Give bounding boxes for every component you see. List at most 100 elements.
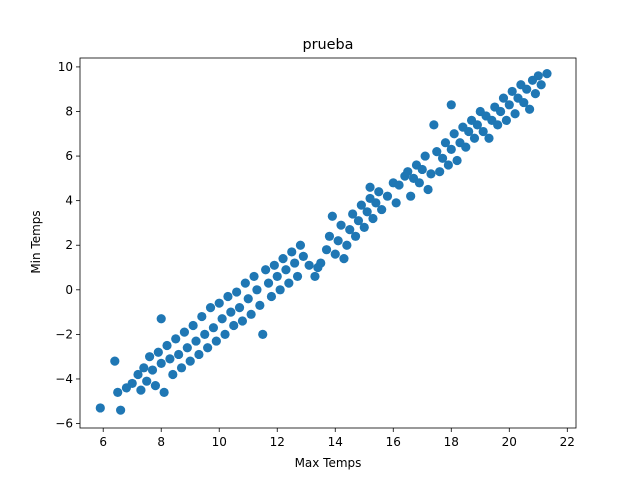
scatter-point: [362, 207, 372, 217]
scatter-point: [403, 167, 413, 177]
scatter-point: [237, 316, 248, 326]
x-tick-label: 16: [386, 435, 401, 449]
scatter-point: [377, 204, 387, 215]
scatter-point: [310, 271, 320, 282]
scatter-point: [153, 347, 163, 357]
scatter-point: [478, 126, 488, 137]
scatter-point: [417, 164, 427, 175]
scatter-point: [391, 198, 401, 208]
scatter-point: [394, 180, 404, 190]
x-tick-label: 22: [560, 435, 575, 449]
scatter-point: [533, 71, 543, 81]
scatter-point: [432, 147, 442, 157]
scatter-point: [464, 126, 474, 137]
scatter-point: [243, 294, 253, 304]
scatter-point: [446, 100, 456, 110]
scatter-point: [278, 254, 288, 264]
scatter-point: [493, 120, 503, 130]
scatter-point: [156, 358, 166, 368]
scatter-point: [188, 320, 198, 331]
scatter-point: [519, 97, 529, 108]
scatter-point: [327, 211, 337, 221]
scatter-point: [437, 153, 448, 163]
scatter-point: [220, 329, 230, 339]
scatter-point: [261, 265, 271, 275]
scatter-point: [469, 133, 480, 143]
scatter-point: [182, 343, 192, 353]
scatter-point: [368, 213, 378, 224]
scatter-point: [449, 129, 459, 139]
plot-frame: [79, 57, 577, 429]
scatter-point: [345, 225, 355, 235]
scatter-point: [203, 343, 213, 353]
scatter-point: [246, 309, 256, 319]
scatter-point: [374, 187, 384, 197]
scatter-point: [426, 169, 436, 179]
scatter-point: [272, 271, 282, 282]
y-axis-label-group: Min Temps: [29, 210, 43, 273]
scatter-point: [321, 245, 332, 255]
scatter-point: [95, 403, 105, 413]
scatter-point: [136, 385, 146, 395]
scatter-point: [156, 314, 166, 324]
scatter-point: [275, 285, 285, 295]
y-tick-label: 8: [65, 104, 73, 118]
scatter-point: [298, 251, 308, 261]
scatter-point: [339, 254, 349, 264]
scatter-point: [127, 378, 137, 389]
scatter-point: [142, 376, 152, 386]
scatter-point: [211, 336, 221, 346]
scatter-point: [174, 349, 184, 360]
scatter-point: [217, 314, 227, 324]
scatter-point: [263, 278, 274, 288]
scatter-point: [348, 209, 358, 219]
y-tick-label: −2: [55, 327, 73, 341]
scatter-point: [179, 327, 190, 337]
scatter-point: [536, 80, 546, 90]
x-tick-label: 6: [99, 435, 107, 449]
scatter-point: [524, 104, 535, 114]
scatter-point: [507, 86, 517, 97]
scatter-point: [232, 287, 242, 297]
y-tick-label: 4: [65, 194, 73, 208]
y-tick-label: 6: [65, 149, 73, 163]
y-axis-label: Min Temps: [29, 210, 43, 273]
scatter-point: [269, 260, 279, 270]
scatter-point: [542, 69, 552, 79]
scatter-point: [240, 278, 250, 288]
scatter-point: [429, 120, 439, 130]
scatter-point: [420, 151, 430, 161]
scatter-point: [333, 236, 343, 246]
scatter-point: [223, 291, 233, 302]
scatter-point: [414, 178, 424, 188]
y-tick-label: −6: [55, 417, 73, 431]
scatter-point: [295, 240, 306, 250]
scatter-point: [266, 291, 277, 302]
x-tick-label: 10: [212, 435, 227, 449]
scatter-point: [423, 184, 433, 195]
scatter-point: [406, 191, 416, 201]
x-tick-label: 14: [328, 435, 343, 449]
scatter-point: [304, 260, 314, 270]
x-tick-label: 20: [502, 435, 517, 449]
y-tick-label: 2: [65, 238, 73, 252]
scatter-point: [165, 354, 175, 364]
scatter-point: [168, 369, 178, 380]
scatter-point: [342, 240, 352, 250]
scatter-point: [249, 271, 259, 282]
scatter-point: [147, 365, 158, 375]
x-axis-label: Max Temps: [295, 456, 362, 470]
scatter-point: [133, 369, 143, 380]
scatter-point: [159, 387, 169, 397]
scatter-point: [336, 220, 346, 230]
scatter-point: [382, 191, 393, 201]
scatter-point: [214, 298, 224, 308]
scatter-point: [110, 356, 120, 366]
scatter-point: [252, 285, 262, 295]
scatter-point: [350, 231, 361, 241]
scatter-point: [200, 329, 210, 339]
scatter-point: [139, 363, 149, 373]
scatter-point: [208, 323, 219, 333]
scatter-point: [176, 363, 187, 373]
